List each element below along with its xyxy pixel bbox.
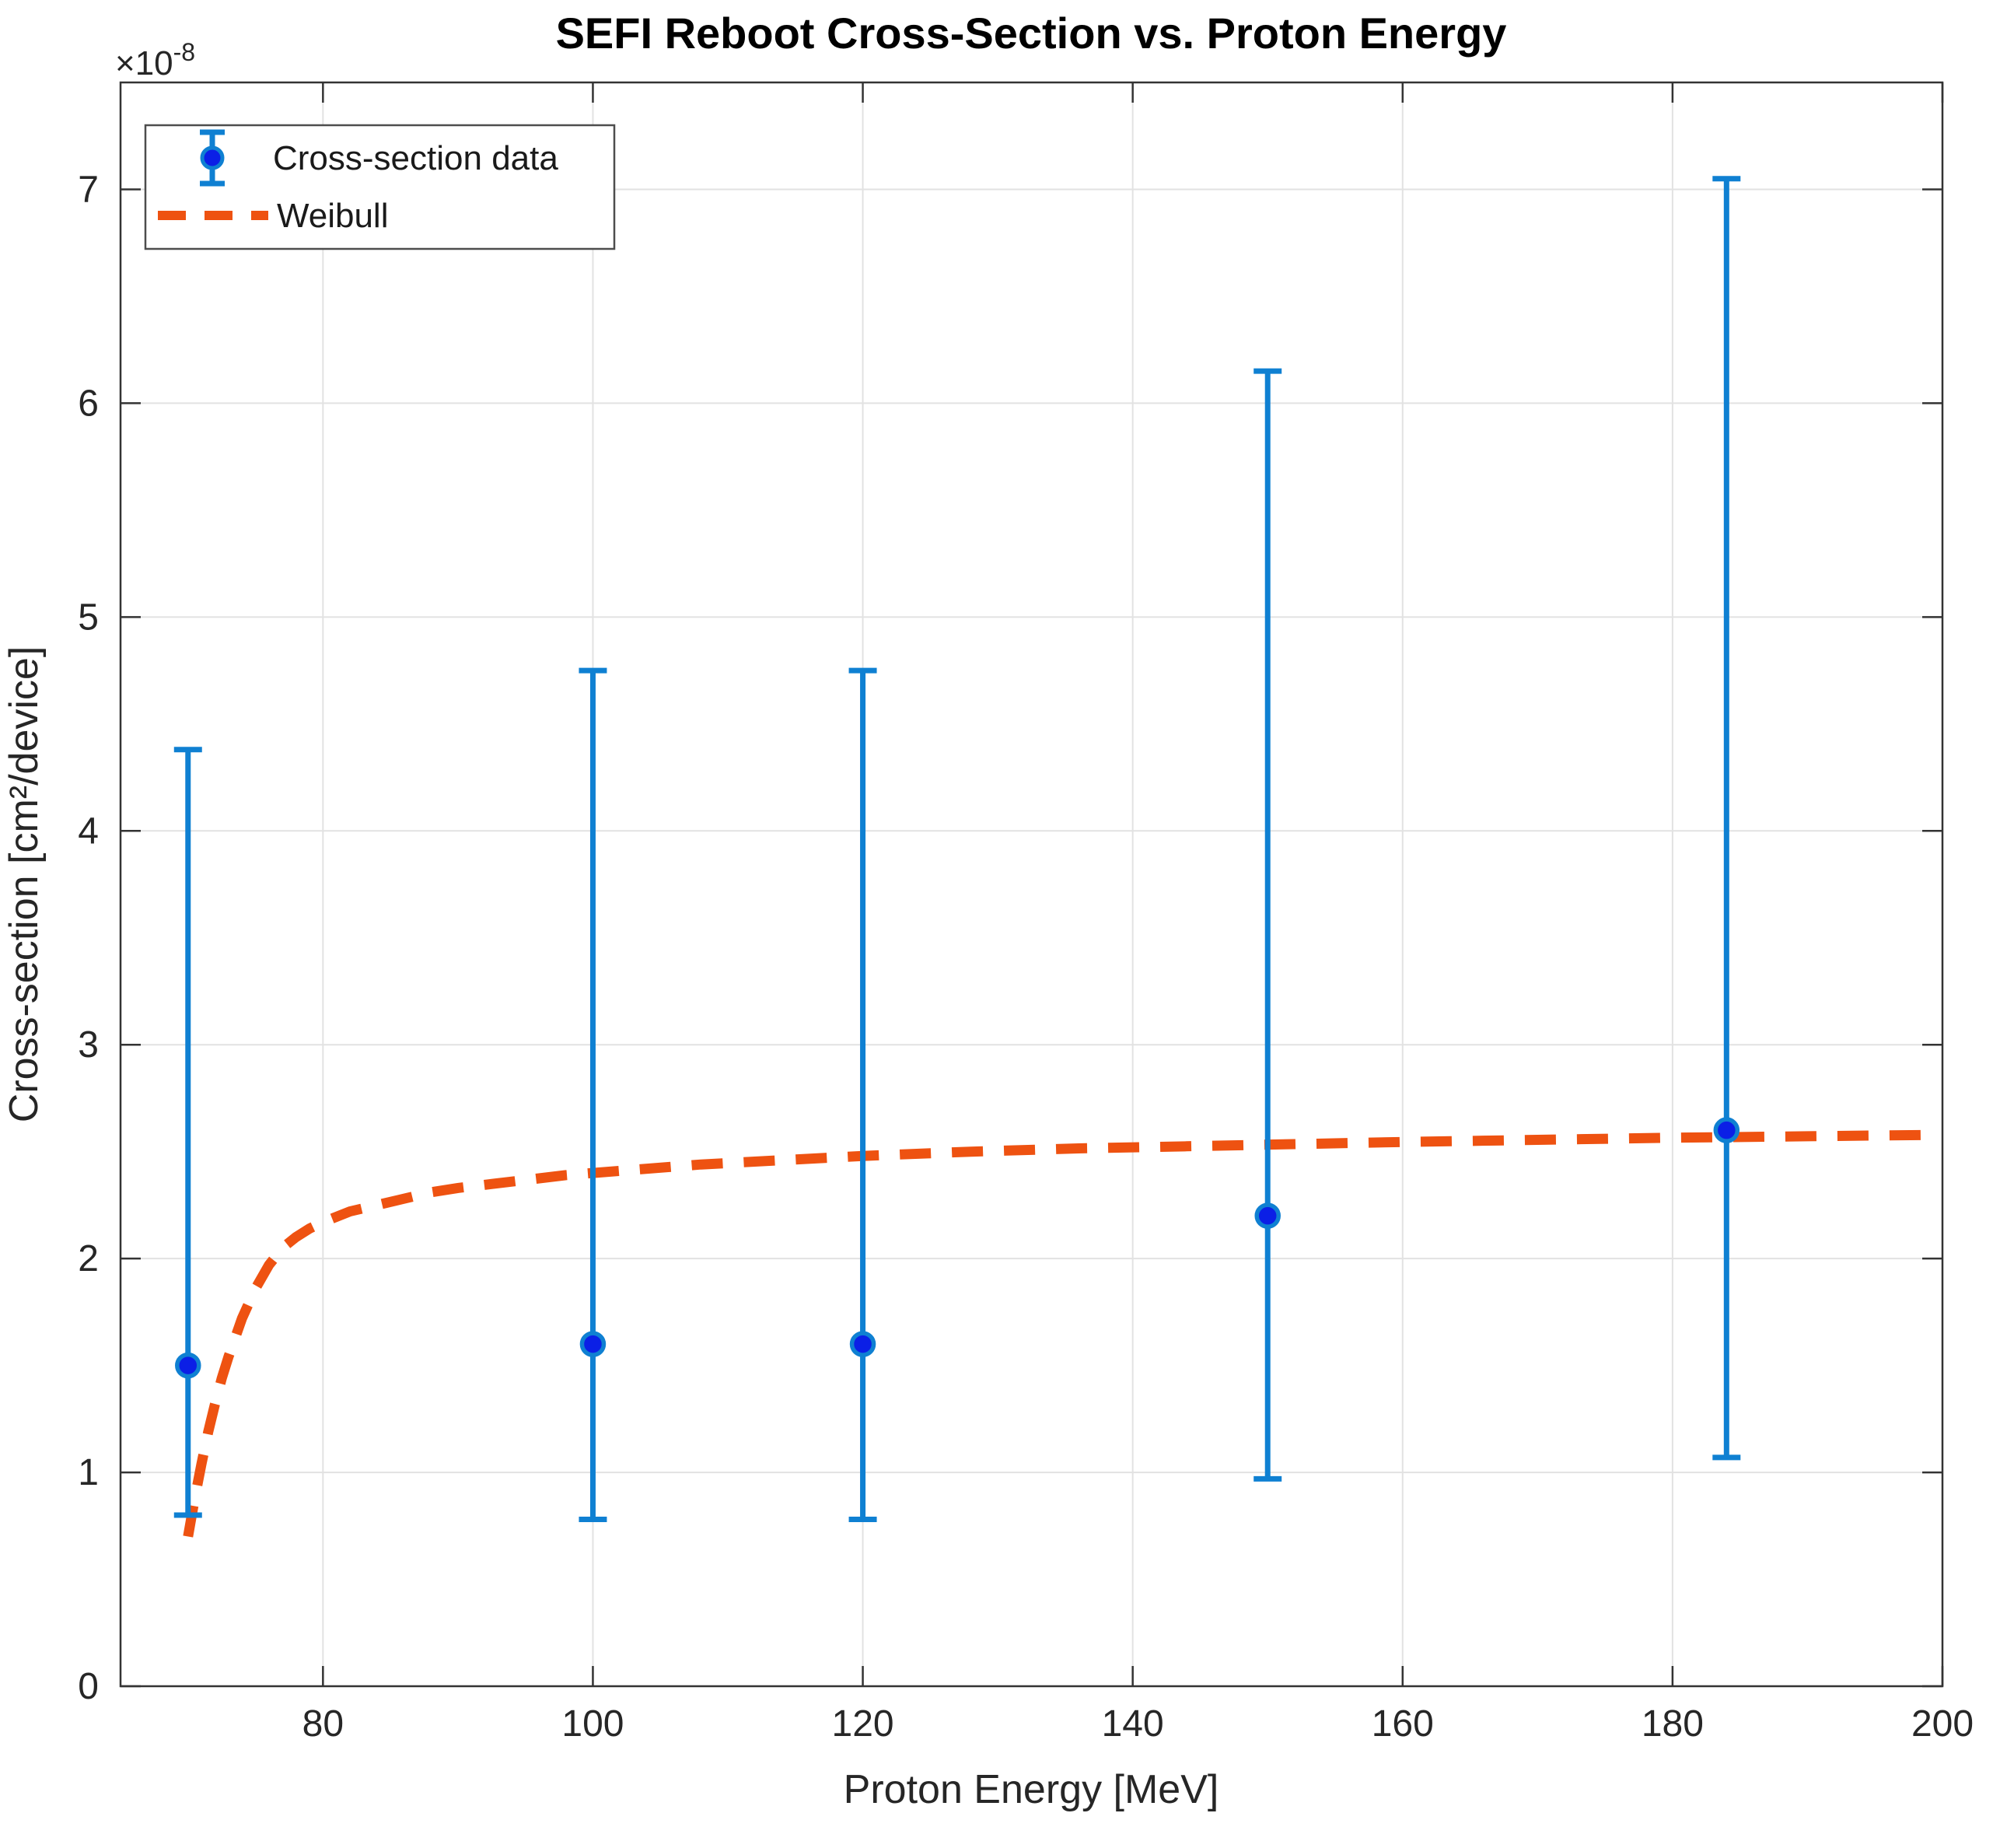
x-tick-label: 160	[1372, 1703, 1434, 1745]
y-exponent-power: -8	[173, 38, 195, 66]
x-tick-label: 180	[1642, 1703, 1704, 1745]
y-tick-label: 5	[78, 597, 99, 638]
chart-title: SEFI Reboot Cross-Section vs. Proton Ene…	[556, 9, 1507, 58]
data-point-marker	[579, 1331, 607, 1357]
x-tick-label: 200	[1911, 1703, 1974, 1745]
legend-box	[144, 124, 616, 250]
axis-tick-layer	[121, 82, 1944, 1688]
y-tick-labels: 0 1 2 3 4 5 6 7	[78, 169, 99, 1707]
legend: Cross-section data Weibull	[144, 124, 616, 250]
plot-border	[119, 81, 1944, 1688]
y-tick-label: 3	[78, 1024, 99, 1066]
legend-glyphs	[158, 129, 268, 220]
series-weibull	[183, 1129, 1929, 1538]
y-axis-exponent: ×10-8	[115, 38, 195, 82]
y-tick-label: 1	[78, 1452, 99, 1493]
data-point-marker	[849, 1331, 876, 1357]
x-tick-label: 140	[1102, 1703, 1164, 1745]
x-axis-label: Proton Energy [MeV]	[844, 1767, 1219, 1812]
x-tick-label: 80	[302, 1703, 344, 1745]
legend-marker-sample	[200, 145, 225, 170]
weibull-curve	[183, 1129, 1929, 1538]
y-tick-label: 2	[78, 1238, 99, 1279]
legend-label-cross-section: Cross-section data	[273, 139, 558, 177]
y-tick-label: 0	[78, 1666, 99, 1707]
y-tick-label: 6	[78, 383, 99, 424]
data-point-marker	[1254, 1202, 1281, 1229]
y-axis-label: Cross-section [cm²/device]	[2, 646, 47, 1123]
y-tick-label: 4	[78, 810, 99, 852]
x-tick-label: 120	[832, 1703, 894, 1745]
x-tick-labels: 80 100 120 140 160 180 200	[302, 1703, 1974, 1745]
data-point-marker	[175, 1352, 201, 1379]
legend-label-weibull: Weibull	[277, 197, 388, 235]
data-point-marker	[1713, 1117, 1740, 1143]
y-tick-label: 7	[78, 169, 99, 210]
grid-layer	[121, 82, 1943, 1686]
x-tick-label: 100	[561, 1703, 624, 1745]
y-exponent-base: ×10	[115, 44, 173, 82]
series-errorbar	[173, 176, 1741, 1523]
